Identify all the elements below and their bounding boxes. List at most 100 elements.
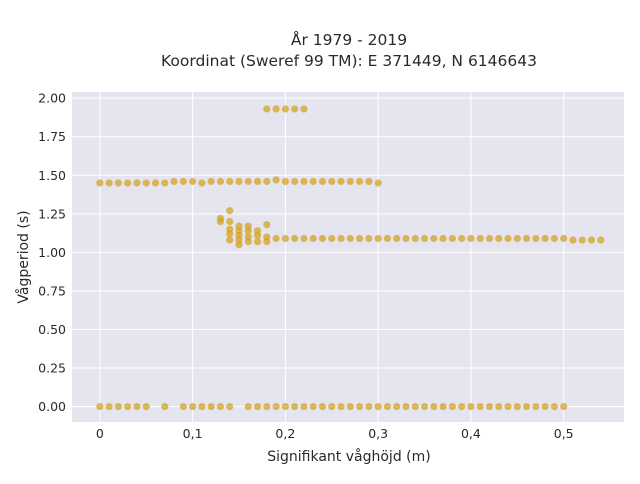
data-point — [476, 234, 484, 243]
data-point — [244, 402, 252, 411]
data-point — [133, 402, 141, 411]
x-tick-label: 0 — [96, 426, 104, 441]
data-point — [355, 234, 364, 243]
data-point — [105, 179, 113, 187]
data-point — [318, 402, 327, 411]
data-point — [235, 241, 243, 249]
data-point — [151, 179, 160, 187]
data-point — [114, 179, 122, 187]
y-axis-title: Vågperiod (s) — [15, 210, 32, 303]
data-point — [272, 402, 280, 411]
data-point — [272, 234, 280, 243]
data-point — [374, 234, 382, 243]
y-tick-label: 1.75 — [38, 129, 66, 144]
data-point — [420, 402, 429, 411]
data-point — [300, 234, 308, 243]
data-point — [226, 207, 234, 215]
data-point — [226, 217, 234, 226]
data-point — [365, 402, 373, 411]
data-point — [300, 177, 308, 186]
data-point — [318, 234, 327, 243]
data-point — [411, 234, 419, 243]
data-point — [226, 230, 234, 238]
data-point — [448, 234, 456, 243]
data-point — [328, 402, 336, 411]
data-point — [161, 179, 169, 187]
data-point — [216, 402, 225, 411]
data-point — [430, 234, 438, 243]
data-point — [124, 402, 132, 411]
x-tick-label: 0,2 — [275, 426, 295, 441]
data-point — [513, 402, 521, 411]
data-point — [216, 217, 225, 226]
data-point — [263, 105, 271, 113]
data-point — [235, 177, 243, 186]
data-point — [263, 177, 271, 186]
data-point — [318, 177, 327, 186]
data-point — [439, 234, 447, 243]
data-point — [411, 402, 419, 411]
data-point — [226, 236, 234, 244]
chart-subtitle: Koordinat (Sweref 99 TM): E 371449, N 61… — [161, 52, 537, 70]
data-point — [430, 402, 438, 411]
data-point — [281, 105, 289, 113]
data-point — [226, 402, 234, 411]
data-point — [355, 402, 364, 411]
data-point — [383, 234, 392, 243]
grid — [72, 92, 624, 422]
data-point — [513, 234, 521, 243]
data-point — [467, 234, 475, 243]
data-point — [346, 402, 354, 411]
x-tick-label: 0,1 — [183, 426, 203, 441]
data-point — [263, 221, 271, 229]
chart-title: År 1979 - 2019 — [291, 30, 407, 49]
data-point — [189, 177, 197, 186]
data-point — [281, 234, 289, 243]
data-point — [244, 177, 252, 186]
data-point — [504, 234, 512, 243]
data-point — [328, 234, 336, 243]
data-point — [374, 179, 382, 187]
data-point — [597, 236, 605, 244]
data-point — [587, 236, 596, 244]
data-point — [569, 236, 577, 244]
y-tick-label: 0.25 — [38, 361, 66, 376]
y-tick-label: 0.00 — [38, 399, 66, 414]
data-point — [309, 177, 317, 186]
data-point — [291, 177, 299, 186]
y-tick-label: 0.50 — [38, 322, 66, 337]
data-point — [393, 234, 401, 243]
data-point — [550, 402, 559, 411]
data-point — [198, 402, 206, 411]
data-point — [281, 177, 289, 186]
data-point — [198, 179, 206, 187]
data-point — [476, 402, 484, 411]
data-point — [522, 234, 531, 243]
data-point — [560, 402, 568, 411]
data-point — [244, 237, 252, 246]
data-point — [532, 234, 540, 243]
data-point — [272, 105, 280, 113]
data-point — [504, 402, 512, 411]
data-point — [337, 234, 345, 243]
data-point — [393, 402, 401, 411]
data-point — [124, 179, 132, 187]
data-point — [291, 402, 299, 411]
data-point — [495, 402, 503, 411]
data-point — [383, 402, 392, 411]
plot-area — [72, 92, 624, 422]
data-point — [291, 234, 299, 243]
x-tick-label: 0,5 — [554, 426, 574, 441]
data-point — [226, 177, 234, 186]
data-point — [216, 177, 225, 186]
data-point — [541, 234, 549, 243]
data-point — [300, 402, 308, 411]
data-point — [402, 402, 410, 411]
data-point — [560, 234, 568, 243]
data-point — [161, 402, 169, 411]
data-point — [253, 231, 262, 240]
data-point — [365, 234, 373, 243]
data-point — [337, 177, 345, 186]
data-point — [272, 176, 280, 184]
